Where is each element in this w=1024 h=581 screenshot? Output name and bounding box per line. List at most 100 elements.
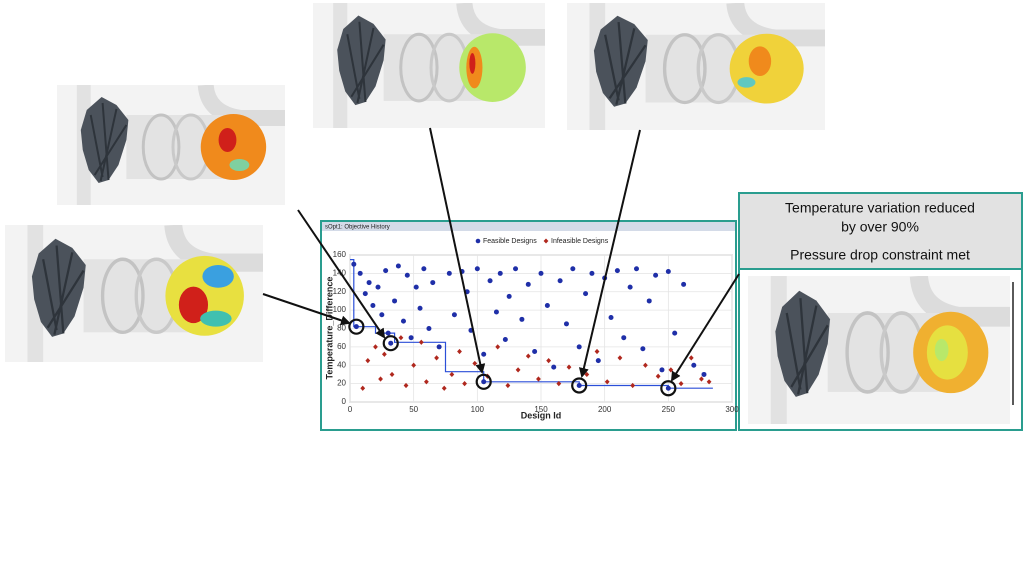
data-point [570,266,576,272]
data-point [583,291,589,297]
data-point [515,367,521,373]
arrow [670,273,740,382]
data-point [589,270,595,276]
data-point [472,360,478,367]
data-point [532,348,538,354]
data-point [430,280,436,286]
data-point [400,318,406,324]
data-point [505,382,511,389]
data-point [621,335,627,341]
data-point [665,269,671,275]
y-tick-label: 160 [333,250,347,259]
data-point [678,381,684,387]
y-tick-label: 20 [337,379,346,388]
x-tick-label: 150 [534,405,548,414]
data-point [481,351,487,357]
data-point [513,266,519,272]
data-point [408,335,414,341]
data-point [360,385,366,391]
data-point [441,385,447,391]
arrow [297,209,386,339]
highlight-point [481,379,487,385]
data-point [519,316,525,322]
data-point [383,268,389,274]
data-point [563,321,569,327]
x-tick-label: 0 [348,405,353,414]
data-point [706,379,712,385]
data-point [370,303,376,309]
arrow [262,293,351,326]
design-image [5,225,263,362]
highlight-point [388,340,394,346]
callout-text: by over 90% [841,219,919,235]
data-point [381,351,387,357]
highlight-point [576,382,582,388]
data-point [617,355,623,361]
arrow [429,127,486,374]
data-point [643,362,648,368]
data-point [451,312,457,318]
data-point [426,326,432,331]
data-point [655,373,661,379]
data-point [557,278,563,284]
data-point [403,382,409,389]
data-point [614,268,620,274]
data-point [495,344,501,350]
data-point [462,381,467,387]
data-point [457,348,462,355]
best-line [350,259,713,389]
data-point [699,376,704,382]
data-point [351,261,357,267]
data-point [411,362,417,368]
data-point [398,335,404,341]
data-point [646,298,652,304]
data-point [653,272,659,278]
data-point [362,291,368,297]
highlight-point [353,324,359,330]
x-tick-label: 250 [662,405,676,414]
legend-label: Infeasible Designs [551,238,609,245]
data-point [434,355,439,361]
data-point [525,353,531,359]
data-point [385,330,391,336]
data-point [594,348,600,355]
design-image [57,85,285,205]
data-point [366,280,372,286]
design-image [748,276,1010,424]
data-point [659,367,665,373]
data-point [604,379,610,385]
data-point [630,382,636,389]
highlight-ring [571,377,588,394]
data-point [701,371,707,377]
y-tick-label: 120 [333,287,347,296]
data-point [421,266,427,272]
data-point [418,339,424,345]
data-point [538,270,544,276]
data-point [424,379,429,385]
highlight-ring [382,335,399,352]
data-point [487,278,493,284]
y-tick-label: 0 [342,397,347,406]
x-axis-label: Design Id [521,410,562,420]
x-tick-label: 300 [725,405,739,414]
y-tick-label: 60 [337,342,346,351]
data-point [436,344,442,350]
data-point [546,358,552,364]
data-point [449,371,455,378]
data-point [595,358,601,364]
legend-marker [475,238,481,244]
x-tick-label: 50 [409,405,418,414]
data-point [474,266,480,272]
y-axis-label: Temperature_Difference [324,277,334,380]
data-point [551,364,557,370]
data-point [379,312,385,318]
y-tick-label: 100 [333,305,347,314]
data-point [413,284,419,290]
data-point [395,263,401,269]
legend-label: Feasible Designs [483,238,537,245]
data-point [446,270,452,276]
data-point [493,309,499,315]
data-point [576,344,582,350]
design-image [313,3,545,128]
data-point [608,314,614,320]
